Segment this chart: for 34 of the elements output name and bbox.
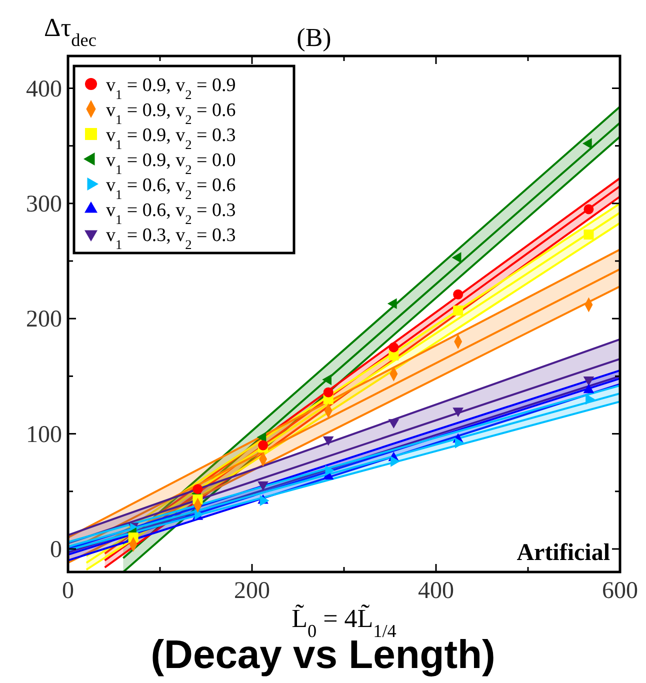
point xyxy=(453,289,464,300)
chart-title: (B) xyxy=(296,23,332,52)
point xyxy=(586,394,595,405)
y-tick-label: 300 xyxy=(26,191,62,218)
point xyxy=(192,484,203,494)
x-tick-label: 200 xyxy=(234,578,270,604)
annotation: Artificial xyxy=(516,540,610,566)
y-tick-label: 0 xyxy=(50,536,62,563)
point xyxy=(322,436,334,446)
legend-label: v$_{1}$ = 0.6, v$_{2}$ = 0.3 xyxy=(106,200,236,226)
point xyxy=(390,456,400,467)
y-tick-label: 100 xyxy=(26,422,62,448)
legend-label: v$_{1}$ = 0.9, v$_{2}$ = 0.3 xyxy=(106,125,236,152)
y-axis-title: Δτ$_{dec}$ xyxy=(44,13,96,50)
y-tick-label: 400 xyxy=(26,76,62,102)
x-tick-label: 600 xyxy=(602,578,638,604)
point xyxy=(194,509,204,520)
legend-label: v$_{1}$ = 0.9, v$_{2}$ = 0.0 xyxy=(106,150,236,176)
point xyxy=(323,387,334,398)
legend-label: v$_{1}$ = 0.6, v$_{2}$ = 0.6 xyxy=(106,175,236,202)
point xyxy=(325,465,335,476)
legend-label: v$_{1}$ = 0.9, v$_{2}$ = 0.9 xyxy=(106,75,236,102)
y-tick-label: 200 xyxy=(26,306,62,333)
point xyxy=(584,204,594,214)
point xyxy=(258,440,268,450)
point xyxy=(453,306,464,316)
point xyxy=(388,342,399,352)
legend-label: v$_{1}$ = 0.3, v$_{2}$ = 0.3 xyxy=(106,225,236,252)
point xyxy=(584,230,594,240)
point xyxy=(454,438,464,448)
point xyxy=(452,408,464,417)
x-tick-label: 400 xyxy=(418,578,454,604)
point xyxy=(388,350,399,360)
legend-label: v$_{1}$ = 0.9, v$_{2}$ = 0.6 xyxy=(106,100,236,126)
